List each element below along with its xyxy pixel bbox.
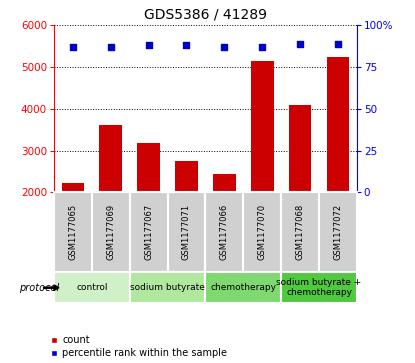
Point bbox=[107, 44, 114, 50]
Bar bbox=[175, 161, 198, 192]
Bar bbox=[61, 183, 84, 192]
Point bbox=[221, 44, 228, 50]
Point bbox=[297, 41, 303, 47]
Text: GSM1177069: GSM1177069 bbox=[106, 204, 115, 260]
Text: chemotherapy: chemotherapy bbox=[210, 283, 276, 292]
Bar bbox=[251, 61, 273, 192]
Bar bbox=[213, 174, 236, 192]
Text: GSM1177065: GSM1177065 bbox=[68, 204, 77, 260]
Text: GSM1177066: GSM1177066 bbox=[220, 204, 229, 260]
Bar bbox=[327, 57, 349, 192]
Title: GDS5386 / 41289: GDS5386 / 41289 bbox=[144, 8, 267, 21]
Text: control: control bbox=[76, 283, 107, 292]
Point bbox=[70, 44, 76, 50]
Legend: count, percentile rank within the sample: count, percentile rank within the sample bbox=[51, 335, 227, 358]
Text: sodium butyrate +
chemotherapy: sodium butyrate + chemotherapy bbox=[276, 278, 361, 297]
Point bbox=[145, 42, 152, 48]
Text: GSM1177072: GSM1177072 bbox=[334, 204, 342, 260]
Bar bbox=[100, 125, 122, 192]
Point bbox=[334, 41, 341, 47]
Text: sodium butyrate: sodium butyrate bbox=[130, 283, 205, 292]
Text: protocol: protocol bbox=[19, 283, 59, 293]
Bar bbox=[137, 143, 160, 192]
Point bbox=[183, 42, 190, 48]
Text: GSM1177071: GSM1177071 bbox=[182, 204, 191, 260]
Text: GSM1177068: GSM1177068 bbox=[295, 204, 305, 260]
Text: GSM1177067: GSM1177067 bbox=[144, 204, 153, 260]
Bar bbox=[289, 105, 312, 192]
Text: GSM1177070: GSM1177070 bbox=[258, 204, 267, 260]
Point bbox=[259, 44, 266, 50]
